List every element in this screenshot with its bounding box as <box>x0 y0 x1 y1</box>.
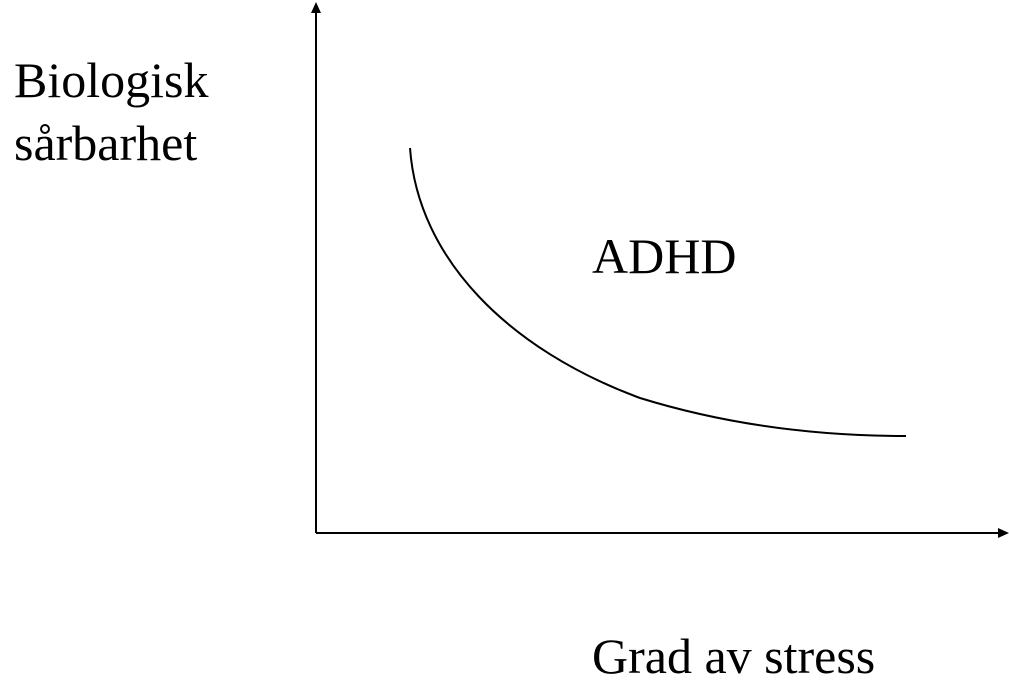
y-axis-label-line: Biologisk <box>14 52 208 108</box>
x-axis-label: Grad av stress <box>592 628 875 681</box>
y-axis-label-line: sårbarhet <box>14 115 197 171</box>
y-axis-arrow <box>311 2 321 13</box>
curve <box>409 147 907 437</box>
x-axis-arrow <box>998 528 1009 538</box>
region-label: ADHD <box>592 228 736 284</box>
